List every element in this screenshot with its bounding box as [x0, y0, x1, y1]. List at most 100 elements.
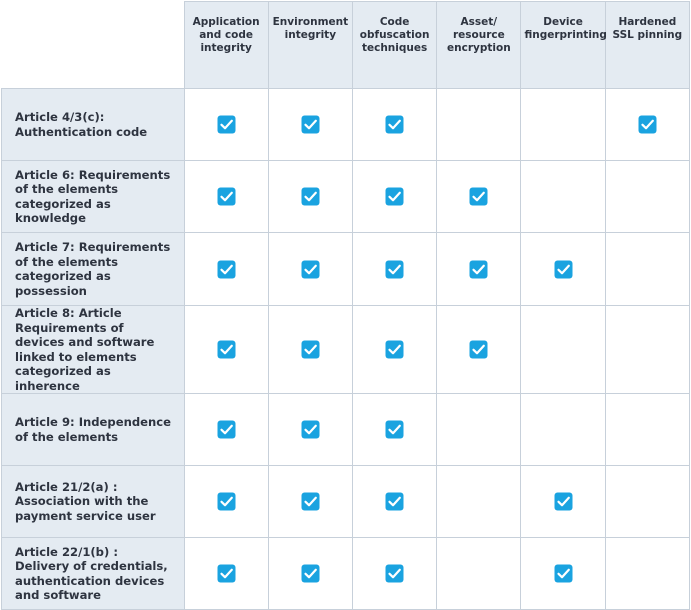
column-header: Device fingerprinting: [520, 1, 607, 89]
check-cell: [351, 160, 438, 233]
check-tick: [220, 496, 233, 507]
check-cell: [267, 305, 353, 394]
check-cell: [436, 232, 522, 306]
check-cell: [351, 393, 438, 466]
check-cell: [436, 393, 522, 466]
check-tick: [472, 344, 486, 355]
check-cell: [351, 88, 438, 161]
checkmark: [301, 564, 320, 583]
check-tick: [304, 568, 317, 579]
checkbox: [554, 260, 573, 278]
check-cell: [520, 88, 606, 161]
check-tick: [556, 496, 570, 507]
checkmark: [554, 564, 573, 583]
row-label: Article 4/3(c): Authentication code: [1, 88, 185, 161]
check-tick: [388, 424, 401, 435]
checkbox: [385, 564, 404, 583]
row-label: Article 6: Requirements of the elements …: [1, 160, 185, 233]
checkmark: [469, 260, 488, 278]
table-row: Article 22/1(b) : Delivery of credential…: [1, 537, 691, 610]
checkbox: [217, 492, 236, 511]
check-tick: [388, 568, 401, 579]
checkmark: [385, 340, 404, 359]
table-row: Article 9: Independence of the elements: [1, 393, 691, 466]
table-row: Article 4/3(c): Authentication code: [1, 88, 691, 161]
column-header: Application and code integrity: [183, 1, 269, 89]
check-cell: [436, 305, 522, 394]
checkmark: [554, 492, 573, 511]
checkmark: [301, 260, 320, 278]
check-cell: [267, 232, 353, 306]
checkmark: [217, 340, 236, 359]
checkmark: [385, 115, 404, 134]
row-label: Article 9: Independence of the elements: [1, 393, 185, 466]
check-tick: [304, 191, 317, 202]
column-header: Environment integrity: [267, 1, 353, 89]
row-label: Article 7: Requirements of the elements …: [1, 232, 185, 306]
check-cell: [436, 88, 522, 161]
check-cell: [604, 305, 691, 394]
check-cell: [183, 305, 269, 394]
check-cell: [183, 232, 269, 306]
check-cell: [604, 537, 691, 610]
check-cell: [604, 88, 691, 161]
check-cell: [351, 537, 438, 610]
checkmark: [301, 492, 320, 511]
check-cell: [520, 305, 606, 394]
column-header: Asset/ resource encryption: [436, 1, 522, 89]
check-tick: [220, 344, 233, 355]
checkbox: [554, 564, 573, 583]
check-cell: [267, 160, 353, 233]
check-cell: [351, 305, 438, 394]
check-cell: [520, 393, 606, 466]
checkbox: [217, 420, 236, 439]
check-tick: [472, 264, 486, 274]
checkbox: [469, 340, 488, 359]
checkbox: [385, 187, 404, 206]
check-tick: [220, 424, 233, 435]
check-tick: [388, 496, 401, 507]
checkbox: [469, 260, 488, 278]
check-tick: [388, 191, 401, 202]
check-tick: [388, 119, 401, 130]
check-cell: [520, 465, 606, 538]
row-label: Article 8: Article Requirements of devic…: [1, 305, 185, 394]
check-tick: [304, 424, 317, 435]
checkmark: [469, 340, 488, 359]
table-row: Article 6: Requirements of the elements …: [1, 160, 691, 233]
checkmark: [385, 564, 404, 583]
row-label: Article 21/2(a) : Association with the p…: [1, 465, 185, 538]
checkmark: [217, 564, 236, 583]
check-cell: [267, 465, 353, 538]
check-cell: [351, 465, 438, 538]
check-cell: [183, 160, 269, 233]
checkbox: [385, 420, 404, 439]
checkmark: [301, 340, 320, 359]
column-header: Hardened SSL pinning: [604, 1, 691, 89]
checkbox: [301, 492, 320, 511]
checkbox: [385, 492, 404, 511]
check-cell: [183, 537, 269, 610]
table-row: Article 8: Article Requirements of devic…: [1, 305, 691, 394]
check-tick: [304, 119, 317, 130]
checkbox: [217, 115, 236, 134]
check-tick: [220, 119, 233, 130]
check-cell: [351, 232, 438, 306]
check-cell: [604, 160, 691, 233]
check-cell: [604, 465, 691, 538]
check-cell: [183, 465, 269, 538]
checkbox: [217, 260, 236, 278]
check-cell: [604, 393, 691, 466]
checkbox: [301, 564, 320, 583]
check-cell: [183, 393, 269, 466]
checkbox: [385, 340, 404, 359]
check-tick: [556, 568, 570, 579]
checkmark: [301, 420, 320, 439]
checkbox: [301, 340, 320, 359]
check-tick: [388, 344, 401, 355]
check-tick: [220, 264, 233, 274]
check-tick: [220, 568, 233, 579]
checkmark: [217, 420, 236, 439]
